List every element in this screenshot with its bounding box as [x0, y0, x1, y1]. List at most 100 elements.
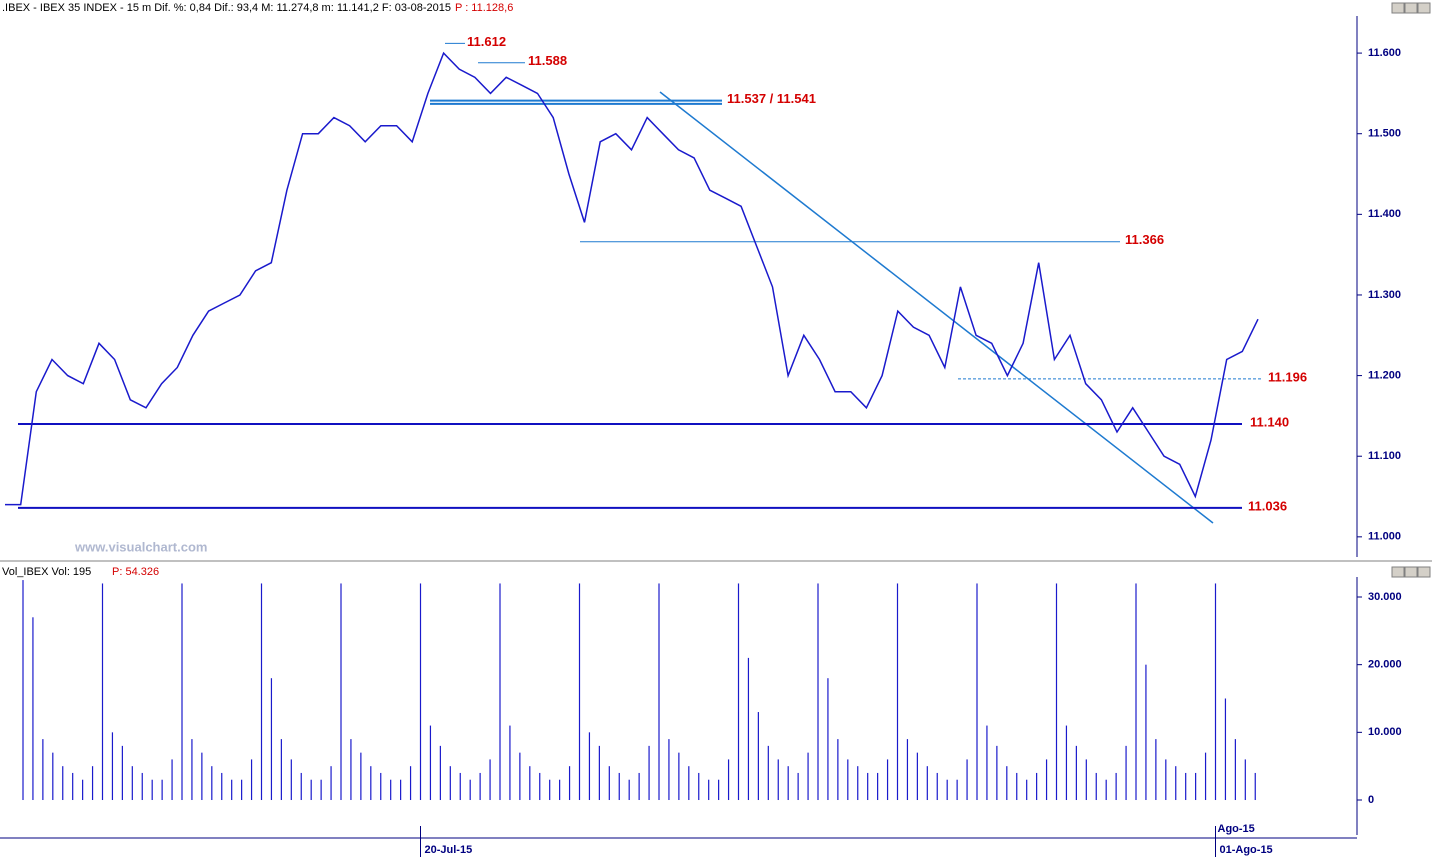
y-tick-label: 11.300: [1368, 289, 1401, 301]
trend-line: [659, 91, 1214, 524]
volume-bar: [280, 739, 282, 801]
volume-bar: [181, 583, 183, 801]
x-tick-label: 01-Ago-15: [1220, 844, 1273, 856]
volume-bar: [916, 752, 918, 801]
y-tick-label: 20.000: [1368, 659, 1402, 671]
volume-bar: [370, 766, 372, 801]
volume-bar: [72, 772, 74, 801]
y-tick-label: 11.100: [1368, 450, 1401, 462]
volume-bar: [1185, 772, 1187, 801]
volume-bar: [151, 779, 153, 801]
volume-bar: [1195, 772, 1197, 801]
volume-bar: [82, 779, 84, 801]
x-tick-label: 20-Jul-15: [425, 844, 473, 856]
volume-bar: [1204, 752, 1207, 801]
volume-bar: [727, 759, 730, 801]
y-tick-label: 11.500: [1368, 128, 1401, 140]
volume-bar: [1175, 766, 1177, 801]
volume-bar: [171, 759, 173, 801]
volume-bar: [1224, 698, 1227, 801]
volume-bar: [618, 772, 620, 801]
volume-bar: [708, 779, 710, 801]
volume-bar: [459, 772, 461, 801]
volume-bar: [976, 583, 978, 801]
y-tick-label: 11.600: [1368, 47, 1401, 59]
volume-bar: [1234, 739, 1236, 801]
volume-bar: [638, 772, 640, 801]
volume-bar: [270, 678, 273, 801]
volume-bar: [32, 617, 34, 801]
volume-bar: [390, 779, 392, 801]
last-price: P : 11.128,6: [455, 2, 513, 14]
volume-bar: [568, 766, 571, 801]
level-label: 11.036: [1248, 498, 1287, 513]
volume-bar: [1075, 745, 1077, 801]
volume-bar: [449, 766, 451, 801]
price-line: [5, 51, 1259, 506]
volume-bar: [409, 766, 412, 801]
minimize-button[interactable]: [1391, 566, 1405, 578]
volume-bar: [131, 766, 133, 801]
volume-bar: [1095, 772, 1097, 801]
volume-bar: [598, 745, 600, 801]
volume-bar: [101, 583, 104, 801]
volume-bar: [290, 759, 292, 801]
volume-bar: [1085, 759, 1087, 801]
minimize-button[interactable]: [1391, 2, 1405, 14]
y-tick-label: 11.200: [1368, 369, 1401, 381]
volume-bar: [857, 766, 859, 801]
volume-bar: [1045, 759, 1048, 801]
volume-bar: [509, 725, 511, 801]
volume-bar: [1155, 739, 1157, 801]
volume-bar: [559, 779, 561, 801]
volume-bar: [1145, 664, 1147, 801]
maximize-button[interactable]: [1404, 566, 1418, 578]
volume-bar: [757, 712, 759, 801]
volume-bar: [161, 779, 163, 801]
volume-bar: [767, 745, 769, 801]
volume-bar: [1165, 759, 1167, 801]
volume-bar: [1115, 772, 1117, 801]
volume-bar: [469, 779, 471, 801]
volume-bar: [1036, 772, 1038, 801]
volume-bar: [320, 779, 322, 801]
volume-bar: [1125, 745, 1127, 801]
volume-bar: [52, 752, 54, 801]
volume-bar: [747, 657, 750, 801]
volume-bar: [1244, 759, 1246, 801]
volume-bar: [628, 779, 630, 801]
volume-bar: [91, 766, 94, 801]
window-buttons: [1391, 2, 1431, 578]
volume-bar: [837, 739, 839, 801]
volume-bar: [588, 732, 591, 801]
level-label: 11.196: [1268, 369, 1307, 384]
volume-bar: [608, 766, 610, 801]
maximize-button[interactable]: [1404, 2, 1418, 14]
volume-last: P: 54.326: [112, 566, 159, 578]
close-button[interactable]: [1417, 566, 1431, 578]
volume-bar: [529, 766, 531, 801]
volume-bar: [777, 759, 779, 801]
volume-bar: [996, 745, 998, 801]
volume-bar: [946, 779, 948, 801]
volume-bar: [519, 752, 521, 801]
level-label: 11.588: [528, 53, 567, 68]
volume-bar: [688, 766, 690, 801]
volume-bar: [231, 779, 233, 801]
close-button[interactable]: [1417, 2, 1431, 14]
volume-bar: [886, 759, 889, 801]
volume-bar: [310, 779, 312, 801]
volume-bar: [877, 772, 879, 801]
volume-header: Vol_IBEX Vol: 195: [2, 566, 91, 578]
volume-bar: [260, 583, 263, 801]
volume-bar: [1006, 766, 1008, 801]
volume-bar: [241, 779, 243, 801]
x-month-label: Ago-15: [1218, 823, 1255, 835]
volume-bar: [111, 732, 114, 801]
volume-bar: [936, 772, 938, 801]
y-tick-label: 11.400: [1368, 208, 1401, 220]
volume-bar: [847, 759, 849, 801]
y-tick-label: 11.000: [1368, 531, 1401, 543]
volume-bar: [896, 583, 899, 801]
